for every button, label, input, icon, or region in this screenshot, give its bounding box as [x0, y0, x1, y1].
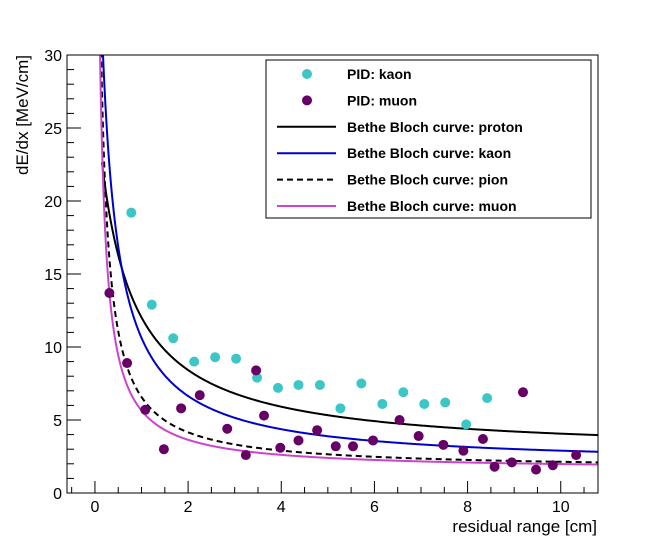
y-tick-label: 30	[44, 48, 62, 65]
muon-point	[394, 415, 405, 425]
legend-label: PID: muon	[347, 92, 417, 108]
kaon-point	[293, 379, 304, 390]
curve-pion	[100, 55, 598, 464]
legend-label: Bethe Bloch curve: kaon	[347, 145, 511, 161]
x-tick-label: 8	[463, 499, 472, 516]
legend-box	[265, 59, 592, 219]
muon-point	[571, 450, 582, 461]
muon-point	[222, 423, 233, 434]
y-tick-label: 15	[44, 267, 62, 284]
x-axis: 0 2 4 6 8 10	[71, 481, 585, 516]
kaon-point	[210, 352, 221, 363]
muon-point	[518, 387, 529, 398]
kaon-point	[189, 356, 200, 367]
kaon-point	[126, 207, 137, 218]
muon-point	[458, 445, 469, 456]
kaon-point	[273, 382, 284, 393]
muon-point	[531, 464, 542, 475]
x-tick-label: 10	[552, 499, 570, 516]
x-tick-label: 6	[370, 499, 379, 516]
muon-point	[547, 460, 558, 471]
kaon-point	[146, 299, 157, 310]
curve-proton	[100, 161, 598, 437]
kaon-point	[398, 387, 409, 398]
muon-point	[259, 410, 270, 421]
x-tick-label: 0	[90, 499, 99, 516]
kaon-point	[377, 398, 388, 409]
legend-label: PID: kaon	[347, 66, 412, 82]
muon-point	[140, 404, 151, 415]
kaon-point	[440, 397, 451, 408]
kaon-point	[356, 378, 367, 389]
kaon-point	[314, 379, 325, 390]
legend-marker	[302, 95, 312, 106]
kaon-point	[168, 333, 179, 344]
muon-point	[104, 287, 115, 298]
legend-marker	[302, 69, 312, 79]
muon-point	[194, 390, 205, 401]
muon-point	[275, 442, 286, 453]
muon-point	[251, 365, 262, 376]
muon-point	[122, 358, 133, 369]
kaon-point	[419, 398, 430, 409]
kaon-point	[231, 353, 242, 364]
y-tick-label: 10	[44, 340, 62, 357]
muon-point	[368, 435, 379, 446]
x-tick-label: 4	[277, 499, 286, 516]
muon-point	[477, 433, 488, 444]
y-tick-label: 25	[44, 121, 62, 138]
point-layer	[104, 207, 582, 475]
legend: PID: kaon PID: muon Bethe Bloch curve: pro…	[265, 59, 592, 219]
y-tick-label: 0	[53, 486, 62, 503]
y-axis-title: dE/dx [MeV/cm]	[13, 55, 32, 175]
muon-point	[347, 441, 358, 452]
muon-point	[293, 435, 304, 446]
x-axis-title: residual range [cm]	[452, 517, 597, 536]
y-tick-label: 5	[53, 413, 62, 430]
legend-label: Bethe Bloch curve: pion	[347, 172, 508, 188]
kaon-point	[252, 372, 263, 383]
muon-point	[413, 431, 424, 442]
muon-point	[489, 461, 500, 472]
muon-point	[158, 444, 169, 455]
legend-label: Bethe Bloch curve: muon	[347, 198, 517, 214]
kaon-point	[482, 393, 493, 404]
muon-point	[176, 403, 187, 414]
muon-point	[438, 439, 449, 450]
y-tick-label: 20	[44, 194, 62, 211]
muon-point	[330, 441, 341, 452]
kaon-point	[335, 403, 346, 414]
x-tick-label: 2	[184, 499, 193, 516]
kaon-point	[461, 419, 472, 430]
y-axis: 0 5 10 15 20 25 30	[44, 48, 81, 503]
muon-point	[240, 450, 251, 461]
legend-label: Bethe Bloch curve: proton	[347, 119, 523, 135]
muon-point	[312, 425, 323, 436]
muon-point	[506, 457, 517, 468]
